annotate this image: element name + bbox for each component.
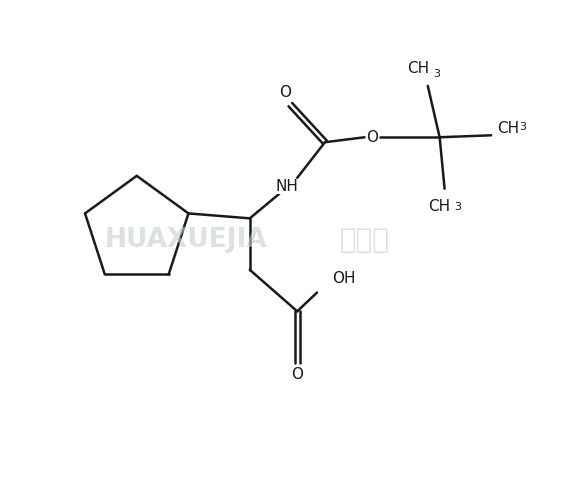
Text: O: O xyxy=(279,86,291,100)
Text: NH: NH xyxy=(276,179,299,194)
Text: OH: OH xyxy=(332,271,355,286)
Text: 化学加: 化学加 xyxy=(339,226,389,254)
Text: CH: CH xyxy=(407,61,429,76)
Text: CH: CH xyxy=(429,198,451,214)
Text: 3: 3 xyxy=(519,122,526,132)
Text: CH: CH xyxy=(497,121,519,136)
Text: O: O xyxy=(366,130,378,145)
Text: 3: 3 xyxy=(433,69,440,79)
Text: 3: 3 xyxy=(454,202,461,211)
Text: HUAXUEJIA: HUAXUEJIA xyxy=(105,227,267,253)
Text: O: O xyxy=(291,367,303,382)
